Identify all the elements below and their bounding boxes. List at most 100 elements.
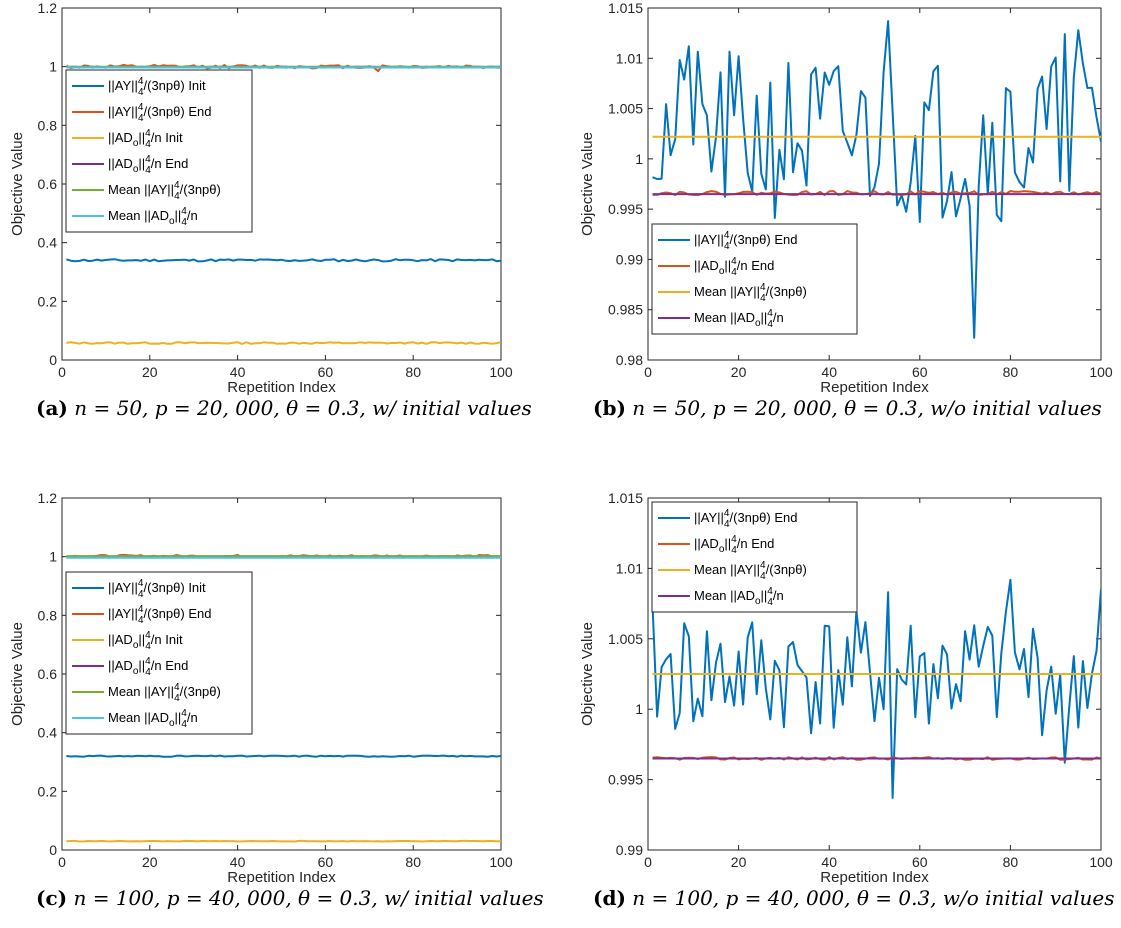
- legend-label: Mean ||AY||4 4/(3npθ): [694, 560, 807, 582]
- x-tick-label: 80: [1003, 854, 1019, 870]
- caption-tag: (d): [593, 886, 626, 910]
- chart-panel-b: 0 20 40 60 80 100 0.98 0.985 0.99 0.995 1 1.005 1.01…: [579, 0, 1113, 396]
- x-tick-label: 40: [230, 854, 246, 870]
- y-tick-label: 1: [635, 701, 643, 717]
- y-tick-label: 0.4: [38, 235, 58, 251]
- legend-label: ||ADo||4 4/n Init: [108, 128, 183, 150]
- y-tick-label: 1: [635, 151, 643, 167]
- legend: ||AY||4 4/(3npθ) End ||ADo||4 4/n End Mean |…: [651, 501, 858, 613]
- caption-text: n = 50, p = 20, 000, θ = 0.3, w/o initia…: [632, 396, 1102, 420]
- y-tick-label: 0.99: [616, 251, 643, 267]
- caption-text: n = 50, p = 20, 000, θ = 0.3, w/ initial…: [74, 396, 532, 420]
- x-tick-label: 0: [644, 854, 652, 870]
- x-tick-label: 60: [912, 364, 928, 380]
- legend-label: ||ADo||4 4/n End: [694, 534, 774, 556]
- series-line-2: [66, 341, 501, 345]
- legend: ||AY||4 4/(3npθ) Init ||AY||4 4/(3npθ) End |…: [65, 571, 253, 735]
- x-tick-label: 100: [1089, 854, 1113, 870]
- x-tick-label: 20: [731, 364, 747, 380]
- legend-label: ||AY||4 4/(3npθ) End: [108, 604, 211, 626]
- legend-label: ||ADo||4 4/n Init: [108, 630, 183, 652]
- y-tick-label: 1.015: [608, 0, 643, 16]
- x-tick-label: 100: [489, 854, 513, 870]
- legend: ||AY||4 4/(3npθ) Init ||AY||4 4/(3npθ) End |…: [65, 69, 253, 233]
- y-tick-label: 1: [49, 549, 57, 565]
- y-tick-label: 0.995: [608, 772, 643, 788]
- y-tick-label: 0.99: [616, 842, 643, 858]
- x-tick-label: 80: [1003, 364, 1019, 380]
- x-tick-label: 40: [821, 364, 837, 380]
- legend-label: ||AY||4 4/(3npθ) Init: [108, 76, 206, 98]
- legend-label: Mean ||ADo||4 4/n: [694, 586, 784, 608]
- caption-b: (b) n = 50, p = 20, 000, θ = 0.3, w/o in…: [593, 396, 1102, 420]
- y-tick-label: 0.6: [38, 666, 58, 682]
- x-axis-label: Repetition Index: [820, 379, 929, 396]
- y-axis-label: Objective Value: [579, 622, 596, 726]
- y-tick-label: 0.8: [38, 607, 58, 623]
- x-tick-label: 80: [405, 364, 421, 380]
- legend-label: Mean ||AY||4 4/(3npθ): [694, 282, 807, 304]
- series-line-0: [652, 20, 1101, 339]
- x-tick-label: 60: [912, 854, 928, 870]
- x-axis-label: Repetition Index: [227, 379, 336, 396]
- caption-text: n = 100, p = 40, 000, θ = 0.3, w/ initia…: [73, 886, 544, 910]
- x-tick-label: 100: [1089, 364, 1113, 380]
- series-line-2: [66, 839, 501, 843]
- x-tick-label: 60: [318, 854, 334, 870]
- caption-text: n = 100, p = 40, 000, θ = 0.3, w/o initi…: [632, 886, 1115, 910]
- chart-panel-c: 0 20 40 60 80 100 0 0.2 0.4 0.6 0.8 1 1.2 Repetition …: [9, 490, 513, 886]
- y-tick-label: 1: [49, 59, 57, 75]
- x-tick-label: 40: [230, 364, 246, 380]
- legend-label: ||ADo||4 4/n End: [108, 656, 188, 678]
- x-axis-label: Repetition Index: [227, 869, 336, 886]
- legend-label: ||ADo||4 4/n End: [694, 256, 774, 278]
- y-tick-label: 0.995: [608, 201, 643, 217]
- x-tick-label: 0: [644, 364, 652, 380]
- y-tick-label: 0.4: [38, 725, 58, 741]
- legend-label: Mean ||AY||4 4/(3npθ): [108, 180, 221, 202]
- y-tick-label: 1.005: [608, 631, 643, 647]
- y-tick-label: 0: [49, 352, 57, 368]
- y-tick-label: 1.015: [608, 490, 643, 506]
- y-tick-label: 0.2: [38, 293, 58, 309]
- y-tick-label: 0.2: [38, 783, 58, 799]
- legend-label: Mean ||AY||4 4/(3npθ): [108, 682, 221, 704]
- caption-d: (d) n = 100, p = 40, 000, θ = 0.3, w/o i…: [593, 886, 1115, 910]
- y-tick-label: 0.985: [608, 302, 643, 318]
- x-tick-label: 20: [142, 364, 158, 380]
- legend-label: ||AY||4 4/(3npθ) End: [108, 102, 211, 124]
- x-tick-label: 0: [58, 854, 66, 870]
- x-tick-label: 0: [58, 364, 66, 380]
- plot-frame: [647, 7, 1102, 361]
- y-tick-label: 1.005: [608, 101, 643, 117]
- caption-c: (c) n = 100, p = 40, 000, θ = 0.3, w/ in…: [36, 886, 544, 910]
- x-tick-label: 20: [142, 854, 158, 870]
- legend-label: ||ADo||4 4/n End: [108, 154, 188, 176]
- caption-tag: (a): [36, 396, 68, 420]
- x-axis-label: Repetition Index: [820, 869, 929, 886]
- legend: ||AY||4 4/(3npθ) End ||ADo||4 4/n End Mean |…: [651, 223, 858, 335]
- y-axis-label: Objective Value: [9, 622, 26, 726]
- legend-label: Mean ||ADo||4 4/n: [108, 206, 198, 228]
- caption-tag: (b): [593, 396, 626, 420]
- y-tick-label: 0.98: [616, 352, 643, 368]
- x-tick-label: 40: [821, 854, 837, 870]
- legend-label: ||AY||4 4/(3npθ) Init: [108, 578, 206, 600]
- legend-label: ||AY||4 4/(3npθ) End: [694, 508, 797, 530]
- legend-label: Mean ||ADo||4 4/n: [108, 708, 198, 730]
- y-tick-label: 0.6: [38, 176, 58, 192]
- x-tick-label: 80: [405, 854, 421, 870]
- x-tick-label: 20: [731, 854, 747, 870]
- legend-label: ||AY||4 4/(3npθ) End: [694, 230, 797, 252]
- y-axis-label: Objective Value: [9, 132, 26, 236]
- series-line-0: [66, 258, 501, 263]
- chart-panel-d: 0 20 40 60 80 100 0.99 0.995 1 1.005 1.01 1.015 Repe…: [579, 490, 1113, 886]
- y-tick-label: 1.2: [38, 0, 58, 16]
- caption-tag: (c): [36, 886, 68, 910]
- x-tick-label: 60: [318, 364, 334, 380]
- y-tick-label: 1.01: [616, 50, 643, 66]
- y-tick-label: 0.8: [38, 117, 58, 133]
- chart-panel-a: 0 20 40 60 80 100 0 0.2 0.4 0.6 0.8 1 1.2 Repetition …: [9, 0, 513, 396]
- series-line-0: [66, 754, 501, 758]
- legend-label: Mean ||ADo||4 4/n: [694, 308, 784, 330]
